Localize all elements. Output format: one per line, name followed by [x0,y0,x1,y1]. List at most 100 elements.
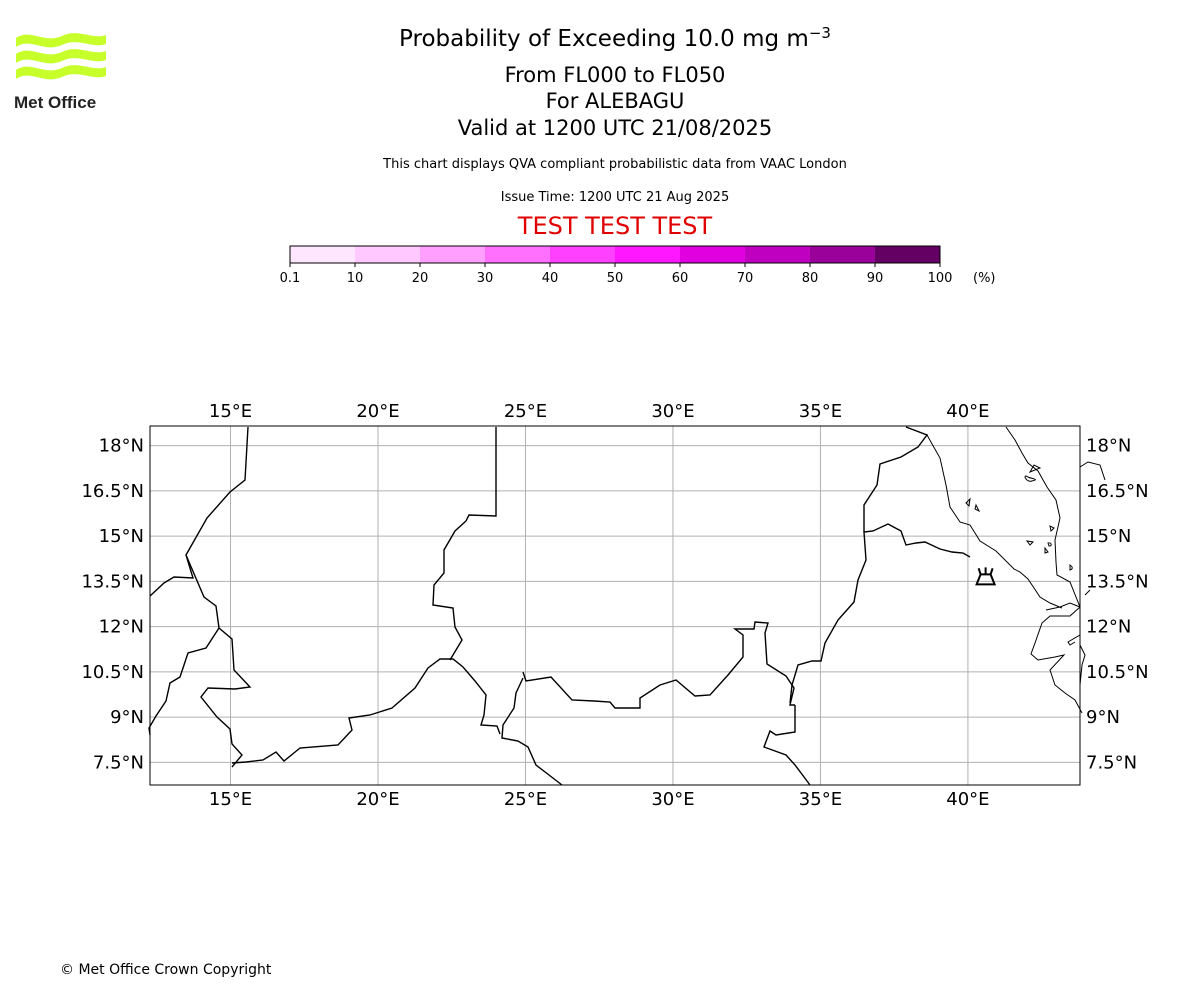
lon-label: 20°E [356,789,399,810]
lat-label: 15°N [99,526,144,547]
lon-label: 30°E [651,789,694,810]
lon-label: 30°E [651,401,694,422]
flight-level-range: From FL000 to FL050 [504,63,726,87]
colorbar-tick-label: 50 [607,271,624,286]
lat-label: 7.5°N [93,752,144,773]
border-south-sudan-west [501,677,563,786]
border-car-south [231,658,501,764]
lat-label: 9°N [110,707,144,728]
lon-label: 40°E [946,401,989,422]
colorbar-tick-label: 40 [542,271,559,286]
lon-label: 25°E [504,401,547,422]
island-farasan-2 [1047,542,1052,547]
lon-label: 15°E [209,789,252,810]
lat-label: 13.5°N [81,571,144,592]
colorbar-tick-label: 0.1 [280,271,301,286]
lon-label: 40°E [946,789,989,810]
longitude-labels-top: 15°E 20°E 25°E 30°E 35°E 40°E [209,401,990,422]
colorbar-swatch [485,246,551,263]
coast-red-sea-east [1005,426,1081,608]
lon-label: 20°E [356,401,399,422]
colorbar-tick-label: 30 [477,271,494,286]
chart-description: This chart displays QVA compliant probab… [383,157,847,172]
coastlines [926,426,1106,714]
map-frame [149,425,1081,786]
lat-label: 7.5°N [1086,752,1137,773]
colorbar-tick-label: 20 [412,271,429,286]
lat-label: 12°N [99,617,144,638]
colorbar-tick-label: 60 [672,271,689,286]
border-chad-west [149,426,249,597]
border-sudan-eritrea [863,426,929,532]
border-south-sudan-north [522,621,795,709]
coast-arabia [1045,602,1081,611]
lat-label: 15°N [1086,526,1131,547]
colorbar-tick-label: 70 [737,271,754,286]
latitude-labels-right: 18°N 16.5°N 15°N 13.5°N 12°N 10.5°N 9°N 7.5°N [1086,436,1149,774]
logo-waves-icon: Met Office [14,33,106,112]
colorbar-swatch [615,246,681,263]
colorbar-tick-label: 80 [802,271,819,286]
colorbar-swatch [745,246,811,263]
lat-label: 16.5°N [81,481,144,502]
lon-label: 15°E [209,401,252,422]
colorbar-swatch [355,246,421,263]
lat-label: 10.5°N [1086,662,1149,683]
colorbar-tick-label: 100 [928,271,953,286]
coast-somalia [1079,644,1086,686]
island-zubair [1049,525,1055,533]
border-chad-cameroon [148,554,220,736]
latitude-labels-left: 18°N 16.5°N 15°N 13.5°N 12°N 10.5°N 9°N 7.5°N [81,436,144,774]
lat-label: 9°N [1086,707,1120,728]
island-perim [1025,540,1035,546]
colorbar-tick-label: 90 [867,271,884,286]
colorbar-swatch [875,246,941,263]
valid-time: Valid at 1200 UTC 21/08/2025 [457,116,773,140]
coast-yemen [1084,589,1091,596]
coast-djibouti [1067,634,1081,646]
logo-text: Met Office [14,93,96,112]
lat-label: 12°N [1086,617,1131,638]
lat-label: 13.5°N [1086,571,1149,592]
volcano-name-line: For ALEBAGU [545,89,685,113]
border-south-sudan-east [763,705,811,786]
island-hanish [1069,564,1073,571]
colorbar-tick-label: 10 [347,271,364,286]
colorbar-swatch [810,246,876,263]
lat-label: 16.5°N [1086,481,1149,502]
chart-title: Probability of Exceeding 10.0 mg m−3 [399,24,831,52]
colorbar-swatch [290,246,356,263]
island-yemen-2 [1044,546,1049,554]
test-banner: TEST TEST TEST [517,212,713,240]
volcano-icon [975,567,997,586]
lon-label: 35°E [799,789,842,810]
island-dahlak [1024,475,1036,482]
map-panel: 15°E 20°E 25°E 30°E 35°E 40°E 15°E 20°E 25°E 30°… [81,401,1149,810]
country-borders [148,426,971,786]
lat-label: 18°N [1086,436,1131,457]
border-sudan-ethiopia [789,523,971,704]
border-sudan-chad [432,427,497,661]
probability-colorbar: 0.1 10 20 30 40 50 60 70 80 90 100 (%) [280,245,996,286]
colorbar-swatch [420,246,486,263]
coast-yemen-east [1079,461,1106,481]
colorbar-swatch [680,246,746,263]
island-kamaran [965,497,971,508]
island-yemen-1 [974,503,981,513]
colorbar-swatch [550,246,616,263]
coast-red-sea [926,434,1063,609]
issue-time: Issue Time: 1200 UTC 21 Aug 2025 [500,190,730,205]
copyright-notice: © Met Office Crown Copyright [60,962,272,978]
border-chad-car [200,627,252,768]
title-exponent: −3 [808,24,831,42]
colorbar-unit: (%) [973,271,996,286]
lat-label: 18°N [99,436,144,457]
lon-label: 25°E [504,789,547,810]
graticule [150,426,1080,785]
lon-label: 35°E [799,401,842,422]
coast-gulf-aden [1030,606,1083,714]
island-farasan [1028,464,1042,473]
lat-label: 10.5°N [81,662,144,683]
met-office-logo: Met Office [14,30,110,114]
longitude-labels-bottom: 15°E 20°E 25°E 30°E 35°E 40°E [209,789,990,810]
